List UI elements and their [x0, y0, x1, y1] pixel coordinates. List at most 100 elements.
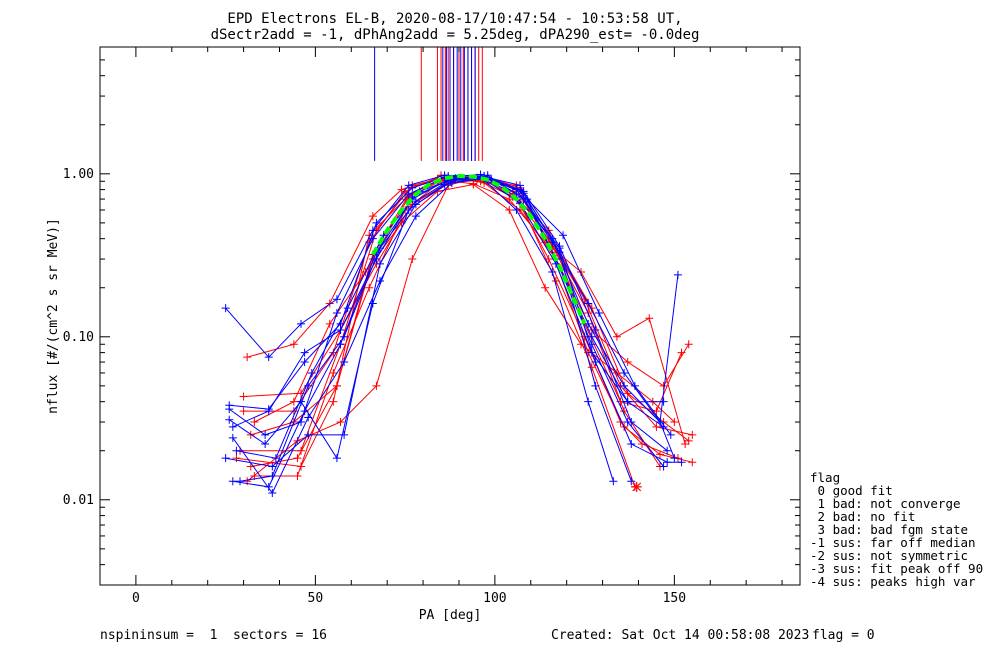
point-plus-blue [620, 368, 629, 377]
y-tick-label: 0.10 [63, 330, 94, 345]
axes-layer: 0 50 100 150 0.01 0.10 1.00 [63, 46, 801, 606]
point-plus-blue [368, 234, 377, 243]
point-plus-red [289, 340, 298, 349]
point-plus-red [243, 353, 252, 362]
point-plus-red [688, 458, 697, 467]
point-plus-blue [264, 353, 273, 362]
point-plus-blue [666, 430, 675, 439]
point-plus-red [652, 422, 661, 431]
point-plus-red [293, 471, 302, 480]
point-plus-blue [372, 218, 381, 227]
point-plus-red [505, 205, 514, 214]
point-plus-red [368, 212, 377, 221]
point-plus-blue [232, 446, 241, 455]
legend-title: flag [810, 470, 840, 485]
x-tick-label: 50 [308, 591, 324, 606]
point-plus-red [587, 363, 596, 372]
point-plus-blue [587, 348, 596, 357]
point-plus-blue [411, 197, 420, 206]
point-plus-blue [627, 477, 636, 486]
legend-entry-far-off-median: -1 sus: far off median [810, 535, 976, 550]
series-line-red-1 [250, 176, 661, 467]
point-plus-blue [307, 368, 316, 377]
point-plus-red [289, 407, 298, 416]
series-line-blue-18 [239, 176, 668, 482]
point-plus-blue [368, 299, 377, 308]
point-plus-red [336, 418, 345, 427]
point-plus-blue [594, 308, 603, 317]
point-plus-blue [372, 255, 381, 264]
point-plus-blue [271, 454, 280, 463]
point-plus-red [688, 430, 697, 439]
point-plus-blue [659, 462, 668, 471]
point-plus-blue [228, 477, 237, 486]
plot-frame [99, 46, 801, 586]
point-plus-blue [343, 304, 352, 313]
point-plus-blue [609, 477, 618, 486]
x-tick-label: 100 [483, 591, 506, 606]
point-plus-blue [555, 242, 564, 251]
point-plus-blue [236, 477, 244, 486]
point-plus-red [246, 430, 255, 439]
point-plus-blue [228, 433, 237, 442]
point-plus-red [239, 407, 248, 416]
legend-entry-not-converge: 1 bad: not converge [810, 496, 961, 511]
legend-entry-peaks-high-var: -4 sus: peaks high var [810, 574, 976, 589]
series-line-red-2 [240, 176, 690, 452]
point-plus-blue [340, 358, 349, 367]
legend-entry-good-fit: 0 good fit [810, 483, 893, 498]
chart-title-line-1: EPD Electrons EL-B, 2020-08-17/10:47:54 … [227, 11, 682, 27]
legend-entry-bad-fgm: 3 bad: bad fgm state [810, 522, 968, 537]
point-plus-blue [673, 270, 682, 279]
point-plus-red [293, 454, 302, 463]
flag-legend: flag 0 good fit 1 bad: not converge 2 ba… [810, 470, 983, 589]
point-plus-blue [663, 458, 672, 467]
legend-entry-peak-off-90: -3 sus: fit peak off 90 [810, 561, 983, 576]
point-plus-red [408, 255, 417, 264]
point-plus-red [250, 418, 259, 427]
point-plus-blue [225, 401, 234, 410]
point-plus-blue [297, 319, 306, 328]
y-tick-label: 0.01 [63, 493, 94, 508]
point-plus-blue [261, 430, 270, 439]
point-plus-blue [663, 446, 672, 455]
point-plus-blue [268, 489, 277, 498]
point-plus-blue [548, 267, 557, 276]
point-plus-red [297, 462, 306, 471]
point-plus-blue [332, 308, 341, 317]
point-plus-blue [584, 397, 593, 406]
point-plus-blue [677, 458, 686, 467]
point-plus-blue [584, 299, 593, 308]
point-plus-blue [512, 205, 521, 214]
point-plus-blue [587, 340, 596, 349]
point-plus-blue [591, 326, 600, 335]
point-plus-blue [630, 381, 639, 390]
point-plus-blue [408, 183, 417, 192]
x-axis-title: PA [deg] [419, 608, 482, 623]
point-plus-red [684, 340, 693, 349]
series-line-blue-19 [232, 175, 664, 428]
point-plus-red [638, 439, 647, 448]
fit-curve-green-dashed [371, 173, 587, 325]
point-plus-blue [221, 454, 230, 463]
point-plus-blue [225, 415, 234, 424]
y-tick-label: 1.00 [63, 167, 94, 182]
point-plus-blue [261, 439, 270, 448]
point-plus-blue [591, 381, 600, 390]
point-plus-blue [268, 471, 277, 480]
point-plus-red [297, 446, 306, 455]
point-plus-blue [336, 326, 345, 335]
point-plus-blue [332, 454, 341, 463]
series-line-red-8 [246, 175, 689, 482]
point-plus-red [329, 368, 338, 377]
point-plus-red [232, 454, 241, 463]
x-tick-label: 0 [132, 591, 140, 606]
point-plus-blue [591, 358, 600, 367]
point-plus-red [239, 392, 248, 401]
point-plus-red [541, 283, 550, 292]
point-plus-red [365, 283, 374, 292]
point-plus-blue [332, 295, 341, 304]
series-line-red-7 [236, 174, 682, 468]
point-plus-blue [670, 454, 679, 463]
point-plus-blue [268, 462, 277, 471]
